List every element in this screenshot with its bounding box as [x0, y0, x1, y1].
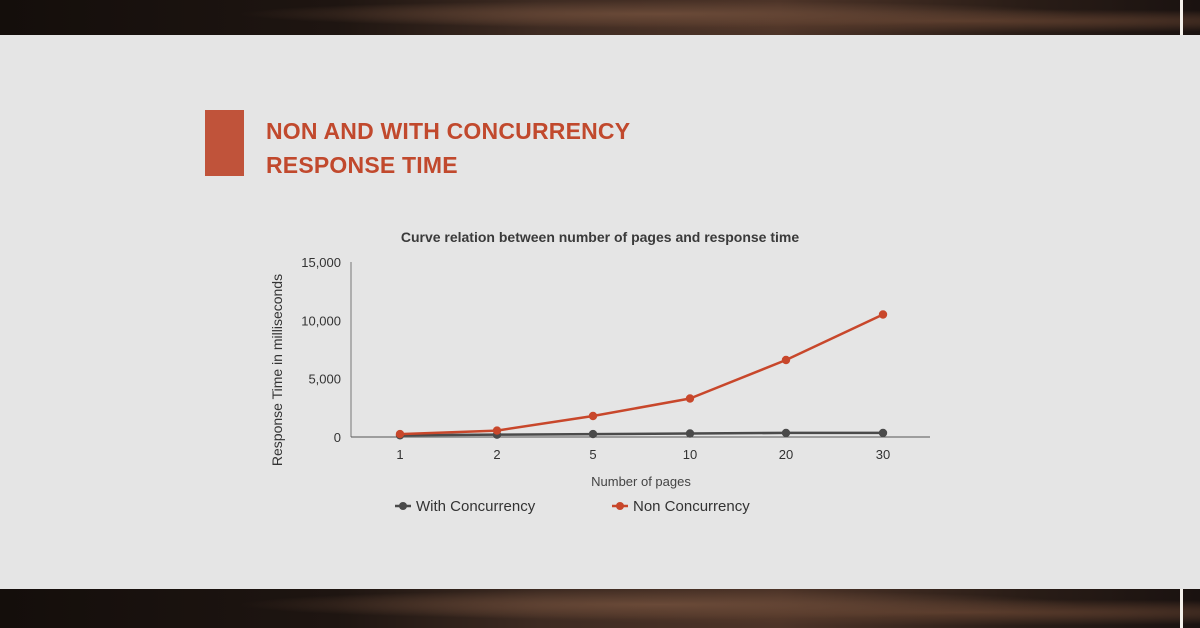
series-line — [398, 431, 885, 437]
heading-accent-block — [205, 110, 244, 176]
series-line — [398, 313, 885, 436]
series-non-concurrency — [395, 310, 888, 439]
legend-item: With Concurrency — [395, 498, 536, 515]
x-tick-labels: 1 2 5 10 20 30 — [396, 447, 890, 462]
data-point — [781, 355, 791, 365]
legend-label: Non Concurrency — [633, 498, 750, 515]
x-axis-label: Number of pages — [591, 474, 691, 489]
y-tick-label: 5,000 — [308, 372, 341, 387]
x-tick-label: 1 — [396, 447, 403, 462]
y-tick-label: 0 — [334, 430, 341, 445]
heading-line-2: RESPONSE TIME — [266, 152, 458, 178]
top-background-band — [0, 0, 1200, 35]
heading-line-1: NON AND WITH CONCURRENCY — [266, 118, 631, 144]
legend-item: Non Concurrency — [612, 498, 750, 515]
legend-swatch-dot — [616, 502, 624, 510]
x-tick-label: 20 — [779, 447, 793, 462]
y-tick-label: 10,000 — [301, 313, 341, 328]
x-tick-label: 10 — [683, 447, 697, 462]
legend-swatch-dot — [399, 502, 407, 510]
y-tick-labels: 0 5,000 10,000 15,000 — [301, 255, 341, 445]
x-tick-label: 2 — [493, 447, 500, 462]
data-point — [878, 310, 888, 319]
bottom-background-band — [0, 589, 1200, 628]
data-point — [395, 429, 405, 439]
data-point — [781, 428, 791, 438]
bottom-edge-line — [1180, 589, 1183, 628]
data-point — [878, 428, 888, 438]
data-point — [685, 429, 695, 438]
chart-legend: With Concurrency Non Concurrency — [395, 498, 750, 515]
x-tick-label: 30 — [876, 447, 890, 462]
series-layer — [395, 310, 888, 440]
page-heading: NON AND WITH CONCURRENCY RESPONSE TIME — [266, 114, 630, 182]
data-point — [685, 394, 695, 403]
x-tick-label: 5 — [589, 447, 596, 462]
data-point — [588, 429, 598, 439]
legend-label: With Concurrency — [416, 498, 536, 515]
data-point — [492, 426, 502, 435]
y-axis-label: Response Time in milliseconds — [269, 274, 285, 466]
content-panel — [0, 35, 1200, 589]
top-edge-line — [1180, 0, 1183, 35]
data-point — [588, 411, 598, 421]
chart-title: Curve relation between number of pages a… — [401, 229, 800, 245]
y-tick-label: 15,000 — [301, 255, 341, 270]
